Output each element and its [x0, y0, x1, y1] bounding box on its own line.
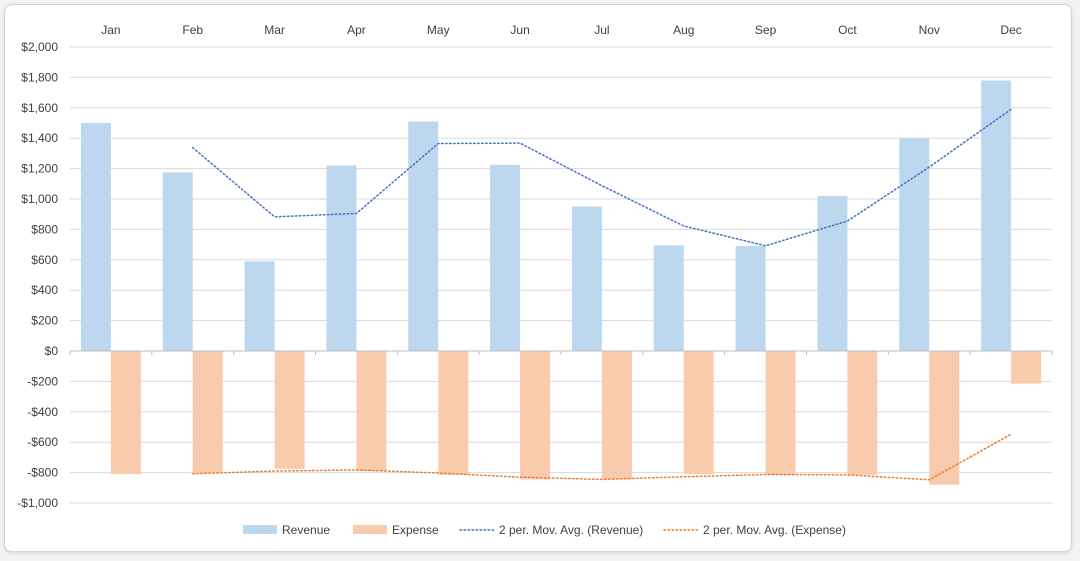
expense-moving-average-line: [192, 433, 1012, 481]
legend-label: 2 per. Mov. Avg. (Expense): [703, 523, 846, 537]
expense-bar: [438, 351, 469, 475]
x-tick-label: Jan: [101, 23, 120, 37]
x-tick-label: Oct: [838, 23, 857, 37]
x-tick-label: Nov: [919, 23, 940, 37]
expense-bar: [929, 351, 960, 485]
y-tick-label: $1,400: [21, 131, 58, 145]
x-axis-ticks: Jan Feb Mar Apr May Jun Jul Aug Sep Oct Nov Dec: [101, 23, 1022, 37]
x-tick-label: Apr: [347, 23, 366, 37]
bars: [80, 80, 1042, 485]
legend: Revenue Expense 2 per. Mov. Avg. (Revenue)…: [243, 523, 846, 537]
y-tick-label: $400: [31, 283, 58, 297]
x-tick-label: Jun: [510, 23, 529, 37]
y-tick-label: -$200: [27, 374, 58, 388]
y-axis-ticks: $2,000 $1,800 $1,600 $1,400 $1,200 $1,000 $800…: [17, 40, 58, 510]
legend-swatch: [353, 525, 387, 534]
y-tick-label: $2,000: [21, 40, 58, 54]
expense-bar: [847, 351, 878, 475]
revenue-bar: [735, 246, 766, 351]
expense-bar: [765, 351, 796, 475]
y-tick-label: -$800: [27, 466, 58, 480]
revenue-bar: [408, 121, 439, 351]
y-tick-label: -$400: [27, 405, 58, 419]
x-tick-label: Mar: [264, 23, 285, 37]
revenue-bar: [244, 261, 275, 351]
expense-bar: [192, 351, 223, 474]
expense-bar: [110, 351, 141, 475]
y-tick-label: -$1,000: [17, 496, 58, 510]
revenue-bar: [490, 164, 521, 351]
y-tick-label: $1,200: [21, 162, 58, 176]
y-tick-label: $800: [31, 222, 58, 236]
y-tick-label: $1,800: [21, 70, 58, 84]
legend-label: Revenue: [282, 523, 330, 537]
y-tick-label: $0: [45, 344, 59, 358]
revenue-bar: [981, 80, 1012, 351]
y-tick-label: -$600: [27, 435, 58, 449]
expense-bar: [356, 351, 387, 472]
expense-bar: [683, 351, 714, 475]
revenue-bar: [162, 172, 193, 351]
trendlines: [192, 108, 1012, 481]
legend-label: 2 per. Mov. Avg. (Revenue): [499, 523, 643, 537]
y-tick-label: $1,600: [21, 101, 58, 115]
x-tick-label: Dec: [1000, 23, 1021, 37]
x-tick-label: Sep: [755, 23, 777, 37]
revenue-bar: [326, 165, 357, 351]
x-tick-label: Aug: [673, 23, 694, 37]
revenue-bar: [653, 245, 684, 351]
legend-label: Expense: [392, 523, 439, 537]
expense-bar: [1011, 351, 1042, 384]
x-tick-label: Feb: [182, 23, 203, 37]
expense-bar: [520, 351, 551, 480]
zero-axis: [69, 350, 1053, 355]
y-tick-label: $200: [31, 314, 58, 328]
y-tick-label: $600: [31, 253, 58, 267]
revenue-bar: [80, 123, 111, 351]
expense-bar: [274, 351, 305, 469]
x-tick-label: May: [427, 23, 450, 37]
revenue-bar: [899, 138, 930, 351]
x-tick-label: Jul: [594, 23, 609, 37]
legend-swatch: [243, 525, 277, 534]
revenue-moving-average-line: [192, 108, 1012, 247]
revenue-bar: [817, 195, 848, 351]
revenue-bar: [571, 206, 602, 351]
expense-bar: [601, 351, 632, 480]
y-tick-label: $1,000: [21, 192, 58, 206]
